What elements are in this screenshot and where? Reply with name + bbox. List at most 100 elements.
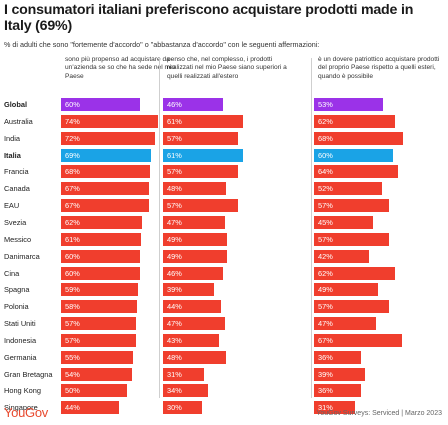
bar-value-label: 46%	[167, 100, 182, 109]
bar-value-label: 68%	[318, 133, 333, 143]
bar-value-label: 57%	[65, 335, 80, 345]
bar	[314, 350, 362, 364]
bar-value-label: 49%	[167, 251, 182, 261]
row-label: Svezia	[4, 217, 27, 227]
bar-value-label: 69%	[65, 150, 80, 160]
bar	[163, 333, 220, 347]
bar-value-label: 39%	[318, 369, 333, 379]
yougov-logo: YouGov	[4, 405, 48, 420]
row-label: Gran Bretagna	[4, 369, 53, 379]
bar-value-label: 57%	[318, 234, 333, 244]
bar-value-label: 60%	[65, 251, 80, 261]
bar	[314, 283, 379, 297]
chart-title: I consumatori italiani preferiscono acqu…	[4, 2, 414, 34]
bar	[61, 401, 119, 415]
bar-value-label: 62%	[65, 217, 80, 227]
bar	[314, 249, 370, 263]
row-label: Danimarca	[4, 251, 40, 261]
row-label: Spagna	[4, 285, 30, 295]
bar-value-label: 57%	[65, 319, 80, 329]
bar-value-label: 47%	[167, 319, 182, 329]
bar-value-label: 61%	[167, 150, 182, 160]
bar	[314, 266, 396, 280]
bar-value-label: 53%	[318, 100, 333, 109]
bar-value-label: 44%	[167, 302, 182, 312]
bar-value-label: 57%	[167, 201, 182, 211]
bar	[314, 199, 389, 213]
bar-value-label: 31%	[318, 403, 333, 413]
row-label: Stati Uniti	[4, 319, 36, 329]
bar	[61, 148, 152, 162]
bar-value-label: 60%	[65, 268, 80, 278]
column-divider-1	[159, 58, 160, 398]
bar	[314, 98, 384, 111]
bar	[163, 182, 226, 196]
bar	[61, 98, 140, 111]
row-label: Messico	[4, 234, 32, 244]
bar	[61, 266, 140, 280]
bar-value-label: 47%	[167, 217, 182, 227]
bar-value-label: 48%	[167, 184, 182, 194]
bar-value-label: 60%	[318, 150, 333, 160]
bar	[61, 114, 158, 128]
row-label: Canada	[4, 184, 30, 194]
bar-value-label: 62%	[318, 268, 333, 278]
bar	[314, 182, 383, 196]
bar	[61, 367, 132, 381]
bar	[314, 401, 355, 415]
bar-value-label: 30%	[167, 403, 182, 413]
bar-value-label: 36%	[318, 352, 333, 362]
bar	[61, 165, 151, 179]
bar	[163, 401, 203, 415]
bar	[61, 131, 156, 145]
bar	[61, 350, 134, 364]
bar	[61, 232, 141, 246]
bar-value-label: 34%	[167, 386, 182, 396]
bar	[314, 232, 389, 246]
bar-value-label: 43%	[167, 335, 182, 345]
bar-value-label: 49%	[167, 234, 182, 244]
bar	[314, 131, 404, 145]
row-label: Hong Kong	[4, 386, 41, 396]
bar-value-label: 57%	[318, 201, 333, 211]
row-label: Singapore	[4, 403, 38, 413]
bar-value-label: 36%	[318, 386, 333, 396]
bar-value-label: 74%	[65, 116, 80, 126]
bar-value-label: 57%	[318, 302, 333, 312]
chart-subtitle: % di adulti che sono "fortemente d'accor…	[4, 40, 320, 49]
bar	[163, 266, 224, 280]
row-label: Global	[4, 100, 27, 109]
bar	[61, 215, 143, 229]
bar	[163, 131, 238, 145]
bar	[163, 232, 228, 246]
column-header-3: è un dovere patriottico acquistare prodo…	[318, 56, 440, 80]
bar	[314, 384, 362, 398]
bar	[314, 165, 398, 179]
bar	[314, 367, 366, 381]
bar	[61, 333, 136, 347]
bar-value-label: 50%	[65, 386, 80, 396]
bar-value-label: 55%	[65, 352, 80, 362]
row-label: Francia	[4, 167, 29, 177]
bar-value-label: 52%	[318, 184, 333, 194]
bar	[163, 148, 243, 162]
row-label: EAU	[4, 201, 20, 211]
row-label: Polonia	[4, 302, 29, 312]
bar	[163, 350, 226, 364]
bar-value-label: 60%	[65, 100, 80, 109]
bar-value-label: 44%	[65, 403, 80, 413]
row-label: Germania	[4, 352, 37, 362]
bar	[163, 165, 238, 179]
row-label: Italia	[4, 150, 21, 160]
bar-value-label: 42%	[318, 251, 333, 261]
column-divider-2	[311, 58, 312, 398]
bar	[61, 283, 139, 297]
bar-value-label: 54%	[65, 369, 80, 379]
bar	[314, 148, 393, 162]
bar-value-label: 57%	[167, 167, 182, 177]
bar	[314, 215, 373, 229]
bar-value-label: 72%	[65, 133, 80, 143]
row-label: India	[4, 133, 21, 143]
bar-value-label: 47%	[318, 319, 333, 329]
bar-value-label: 67%	[318, 335, 333, 345]
